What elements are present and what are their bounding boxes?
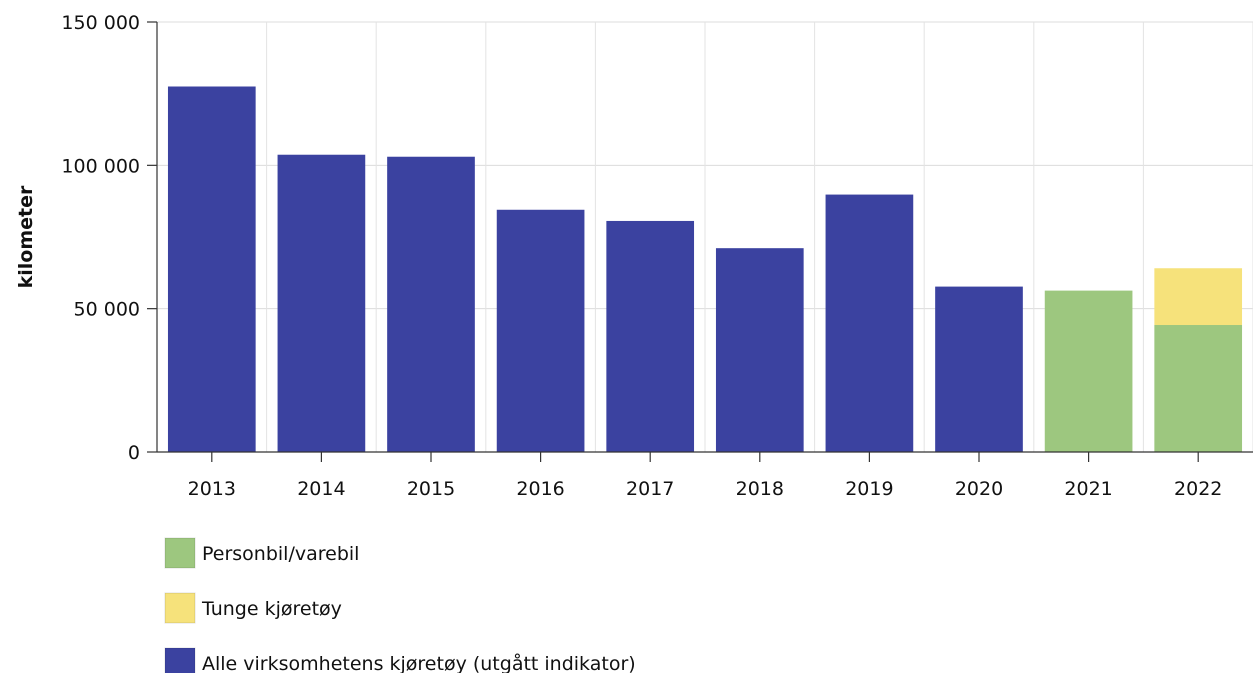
y-tick-label: 50 000 (74, 299, 140, 321)
bar-2017-series-0 (606, 220, 695, 452)
legend-swatch (164, 537, 196, 569)
x-tick-label: 2016 (516, 478, 564, 500)
legend-swatch (164, 647, 196, 673)
bar-2016-series-0 (496, 209, 585, 452)
legend: Personbil/varebil Tunge kjøretøy Alle virk… (164, 537, 636, 673)
bars (167, 86, 1243, 452)
legend-label: Tunge kjøretøy (201, 598, 342, 620)
x-tick-label: 2013 (188, 478, 236, 500)
x-tick-label: 2021 (1064, 478, 1112, 500)
y-tick-label: 150 000 (61, 12, 140, 34)
y-tick-labels: 0 50 000 100 000 150 000 (61, 12, 157, 464)
x-tick-label: 2017 (626, 478, 674, 500)
bar-2019-series-0 (825, 194, 914, 452)
bar-2022-series-2 (1154, 268, 1243, 326)
x-tick-labels: 2013 2014 2015 2016 2017 2018 2019 2020 2021 2022 (188, 452, 1222, 500)
bar-2015-series-0 (387, 156, 475, 452)
x-tick-label: 2020 (955, 478, 1003, 500)
y-tick-label: 100 000 (61, 155, 140, 177)
axes (156, 22, 1253, 453)
legend-swatch (164, 592, 196, 624)
y-tick-label: 0 (128, 442, 140, 464)
bar-2018-series-0 (715, 248, 804, 452)
bar-2022-series-1 (1154, 325, 1243, 452)
x-tick-label: 2015 (407, 478, 455, 500)
legend-label: Personbil/varebil (202, 543, 359, 565)
x-tick-label: 2019 (845, 478, 893, 500)
x-tick-label: 2018 (736, 478, 784, 500)
bar-2014-series-0 (277, 154, 366, 452)
x-tick-label: 2022 (1174, 478, 1222, 500)
bar-2021-series-1 (1044, 290, 1133, 452)
x-tick-label: 2014 (297, 478, 345, 500)
bar-2020-series-0 (935, 286, 1023, 452)
legend-label: Alle virksomhetens kjøretøy (utgått indi… (202, 652, 636, 673)
y-axis-title: kilometer (15, 185, 37, 288)
bar-2013-series-0 (167, 86, 256, 452)
